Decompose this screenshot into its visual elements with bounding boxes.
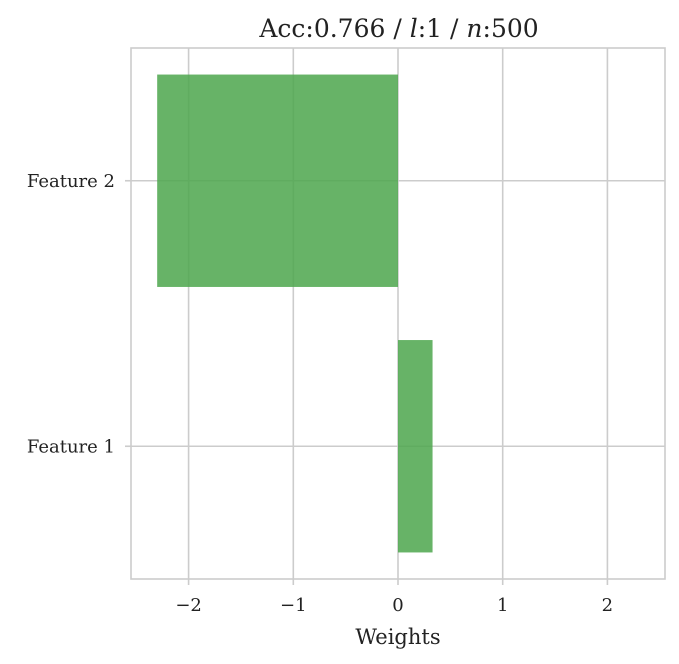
y-tick-label: Feature 2 [27, 171, 115, 192]
y-axis-ticks: Feature 1 Feature 2 [27, 171, 131, 457]
title-l-value: :1 [418, 14, 442, 43]
x-axis-ticks: −2 −1 0 1 2 [175, 579, 613, 616]
title-separator-2: / [442, 14, 466, 43]
x-axis-label: Weights [355, 625, 440, 649]
bar [157, 74, 398, 287]
title-n-variable: n [466, 14, 482, 43]
x-tick-label: −1 [280, 595, 307, 616]
x-tick-label: 0 [392, 595, 403, 616]
title-l-variable: l [410, 14, 418, 43]
title-n-value: :500 [483, 14, 539, 43]
y-tick-label: Feature 1 [27, 436, 115, 457]
chart-title: Acc:0.766 / l:1 / n:500 [258, 14, 538, 43]
title-accuracy: Acc:0.766 [258, 14, 385, 43]
x-tick-label: 2 [602, 595, 613, 616]
x-tick-label: 1 [497, 595, 508, 616]
bars [157, 74, 433, 553]
bar [398, 340, 433, 553]
x-tick-label: −2 [175, 595, 202, 616]
title-separator-1: / [385, 14, 409, 43]
